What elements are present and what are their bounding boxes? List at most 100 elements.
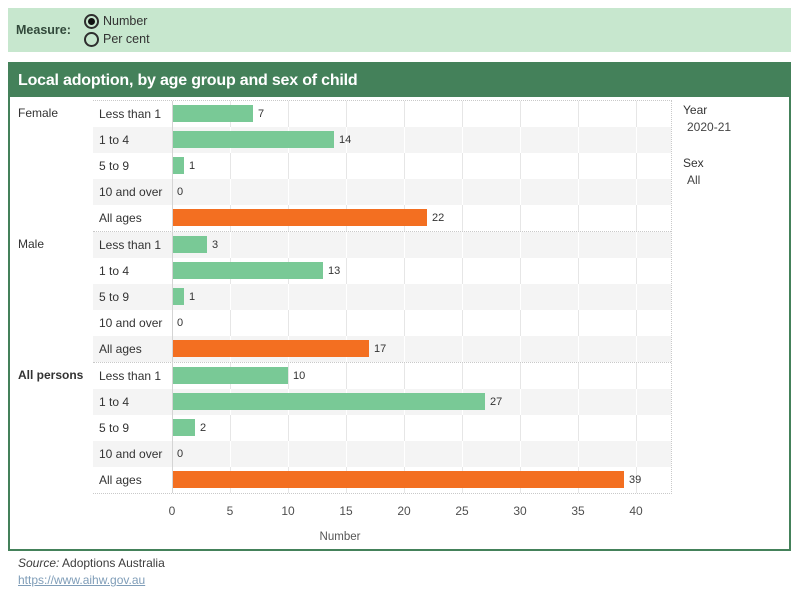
bar-mark[interactable] (172, 419, 195, 436)
radio-selected-icon[interactable] (84, 13, 99, 29)
table-row: 1 to 4 14 (93, 127, 671, 153)
plot-cell: 39 (172, 467, 671, 493)
table-row: 5 to 9 1 (93, 284, 671, 310)
chart-panel: Local adoption, by age group and sex of … (8, 62, 791, 551)
bar-mark[interactable] (172, 157, 184, 174)
value-label: 13 (328, 265, 341, 277)
age-group-label: 1 to 4 (99, 133, 130, 147)
value-label: 1 (189, 291, 196, 303)
plot-cell: 17 (172, 336, 671, 362)
value-label: 0 (177, 186, 184, 198)
chart-rows: Female Less than 1 7 1 to 4 14 5 to 9 1 10 and … (18, 100, 672, 494)
table-row: 5 to 9 1 (93, 153, 671, 179)
x-tick-label: 40 (629, 504, 643, 518)
plot-cell: 3 (172, 232, 671, 258)
value-label: 0 (177, 317, 184, 329)
value-label: 10 (293, 370, 306, 382)
source-text: Adoptions Australia (59, 556, 165, 570)
value-label: 27 (490, 396, 503, 408)
plot-cell: 0 (172, 441, 671, 467)
chart-title: Local adoption, by age group and sex of … (18, 71, 358, 89)
measure-option-number[interactable]: Number (84, 12, 150, 30)
age-group-label: 1 to 4 (99, 395, 130, 409)
plot-cell: 14 (172, 127, 671, 153)
value-label: 39 (629, 474, 642, 486)
plot-cell: 1 (172, 284, 671, 310)
x-axis-title: Number (319, 531, 361, 543)
filter-readout: Year 2020-21 Sex All (683, 103, 783, 209)
measure-radio-group: Number Per cent (84, 12, 150, 48)
age-group-label: All ages (99, 473, 142, 487)
x-tick-label: 25 (455, 504, 469, 518)
x-tick-label: 15 (339, 504, 353, 518)
table-row: All ages 39 (93, 467, 671, 493)
filter-year: Year 2020-21 (683, 103, 783, 134)
x-tick-label: 20 (397, 504, 411, 518)
x-tick-label: 30 (513, 504, 527, 518)
filter-label: Year (683, 103, 708, 117)
value-label: 14 (339, 134, 352, 146)
plot-cell: 10 (172, 363, 671, 389)
filter-sex: Sex All (683, 156, 783, 187)
bar-mark[interactable] (172, 236, 207, 253)
radio-unselected-icon[interactable] (84, 31, 99, 47)
radio-option-label: Number (103, 14, 148, 28)
age-group-label: 10 and over (99, 316, 163, 330)
plot-cell: 0 (172, 310, 671, 336)
bar-mark[interactable] (172, 288, 184, 305)
measure-option-per-cent[interactable]: Per cent (84, 30, 150, 48)
row-group-male: Male Less than 1 3 1 to 4 13 5 to 9 1 10 and ov… (18, 231, 671, 362)
table-row: All ages 22 (93, 205, 671, 231)
bar-mark[interactable] (172, 367, 288, 384)
age-group-label: Less than 1 (99, 369, 162, 383)
table-row: 10 and over 0 (93, 441, 671, 467)
plot-cell: 1 (172, 153, 671, 179)
age-group-label: 10 and over (99, 447, 163, 461)
radio-option-label: Per cent (103, 32, 150, 46)
bar-mark[interactable] (172, 340, 369, 357)
value-label: 22 (432, 212, 445, 224)
sex-group-label: Male (18, 237, 45, 251)
plot-cell: 7 (172, 101, 671, 127)
plot-cell: 13 (172, 258, 671, 284)
sex-group-label: All persons (18, 368, 84, 382)
table-row: Less than 1 10 (93, 363, 671, 389)
plot-cell: 2 (172, 415, 671, 441)
value-label: 7 (258, 108, 265, 120)
value-label: 0 (177, 448, 184, 460)
measure-toolbar: Measure: Number Per cent (8, 8, 791, 52)
table-row: 5 to 9 2 (93, 415, 671, 441)
source-link[interactable]: https://www.aihw.gov.au (18, 573, 146, 587)
age-group-label: 1 to 4 (99, 264, 130, 278)
bar-mark[interactable] (172, 105, 253, 122)
age-group-label: All ages (99, 342, 142, 356)
footer: Source: Adoptions Australia https://www.… (18, 556, 165, 589)
age-group-label: 5 to 9 (99, 159, 130, 173)
table-row: 10 and over 0 (93, 179, 671, 205)
x-tick-label: 10 (281, 504, 295, 518)
x-tick-label: 5 (226, 504, 234, 518)
source-prefix: Source: (18, 556, 60, 570)
table-row: 10 and over 0 (93, 310, 671, 336)
source-line: Source: Adoptions Australia (18, 556, 165, 570)
value-label: 3 (212, 239, 219, 251)
age-group-label: Less than 1 (99, 107, 162, 121)
table-row: 1 to 4 27 (93, 389, 671, 415)
x-tick-label: 0 (168, 504, 176, 518)
age-group-label: 5 to 9 (99, 421, 130, 435)
chart-title-bar: Local adoption, by age group and sex of … (10, 64, 789, 97)
bar-mark[interactable] (172, 393, 485, 410)
bar-mark[interactable] (172, 209, 427, 226)
filter-value: All (687, 173, 701, 187)
value-label: 2 (200, 422, 207, 434)
age-group-label: 5 to 9 (99, 290, 130, 304)
age-group-label: 10 and over (99, 185, 163, 199)
bar-mark[interactable] (172, 131, 334, 148)
table-row: 1 to 4 13 (93, 258, 671, 284)
value-label: 17 (374, 343, 387, 355)
plot-cell: 27 (172, 389, 671, 415)
bar-mark[interactable] (172, 262, 323, 279)
bar-mark[interactable] (172, 471, 624, 488)
filter-value: 2020-21 (687, 120, 732, 134)
